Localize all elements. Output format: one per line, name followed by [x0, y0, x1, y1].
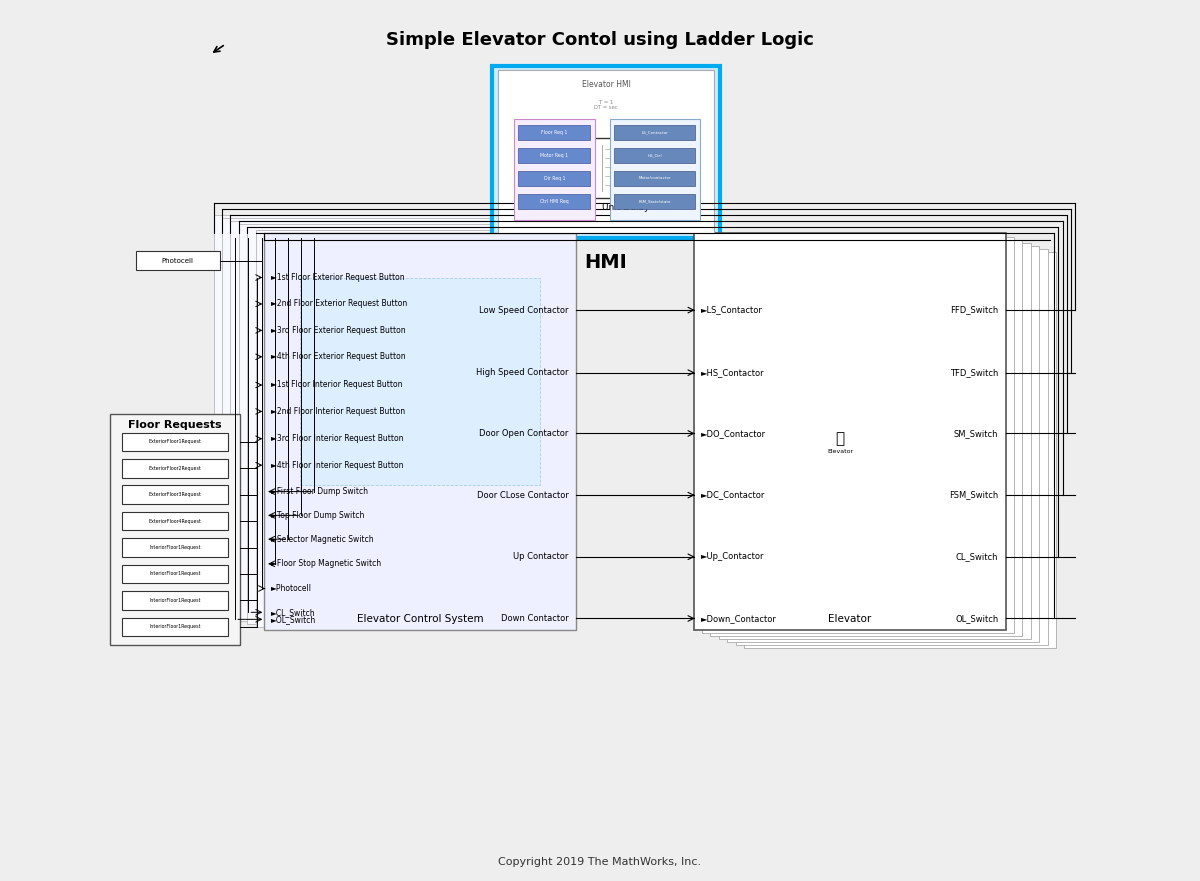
Text: ►OL_Switch: ►OL_Switch [271, 615, 317, 624]
Text: TFD_Switch: TFD_Switch [950, 368, 998, 377]
Bar [122, 565, 228, 583]
Bar [122, 459, 228, 478]
Bar [614, 194, 695, 209]
Text: InteriorFloor1Request: InteriorFloor1Request [150, 572, 200, 576]
Bar [610, 119, 700, 220]
Text: ►2nd Floor Interior Request Button: ►2nd Floor Interior Request Button [271, 407, 406, 416]
Text: ►Down_Contactor: ►Down_Contactor [701, 614, 776, 623]
Text: ►DC_Contactor: ►DC_Contactor [701, 491, 766, 500]
Text: FSM_Switch: FSM_Switch [949, 491, 998, 500]
Bar [122, 512, 228, 530]
Text: ExteriorFloor1Request: ExteriorFloor1Request [149, 440, 202, 444]
Bar [614, 171, 695, 186]
Text: Elevator: Elevator [827, 448, 853, 454]
Bar [518, 148, 590, 163]
Bar [492, 66, 720, 238]
Bar [498, 70, 714, 233]
Text: Floor Req 1: Floor Req 1 [541, 130, 568, 135]
Bar [122, 618, 228, 636]
Bar [264, 233, 576, 630]
Bar [239, 225, 551, 621]
Bar [744, 252, 1056, 648]
Text: ►Top Floor Dump Switch: ►Top Floor Dump Switch [271, 511, 365, 520]
Text: Motor Req 1: Motor Req 1 [540, 153, 569, 158]
Bar [518, 171, 590, 186]
Bar [518, 125, 590, 140]
Text: LS_Contactor: LS_Contactor [641, 130, 668, 135]
Text: Up Contactor: Up Contactor [514, 552, 569, 561]
Text: Low Speed Contactor: Low Speed Contactor [479, 306, 569, 315]
Text: CL_Switch: CL_Switch [956, 552, 998, 561]
Bar [230, 221, 542, 618]
Text: HS_Ctrl: HS_Ctrl [647, 153, 662, 158]
Text: ►LS_Contactor: ►LS_Contactor [701, 306, 763, 315]
Text: ►First Floor Dump Switch: ►First Floor Dump Switch [271, 487, 368, 496]
Text: ►CL_Switch: ►CL_Switch [271, 608, 316, 617]
Text: ►4th Floor Exterior Request Button: ►4th Floor Exterior Request Button [271, 352, 406, 361]
Bar [727, 246, 1039, 642]
Bar [518, 194, 590, 209]
Text: Motor/contactor: Motor/contactor [638, 176, 671, 181]
Text: InteriorFloor1Request: InteriorFloor1Request [150, 625, 200, 629]
Text: Floor Requests: Floor Requests [128, 419, 222, 430]
Text: ►1st Floor Interior Request Button: ►1st Floor Interior Request Button [271, 381, 403, 389]
Bar [594, 138, 656, 198]
Bar [136, 251, 220, 270]
Text: ►Photocell: ►Photocell [271, 584, 312, 593]
Bar [694, 233, 1006, 630]
Text: Door Open Contactor: Door Open Contactor [480, 429, 569, 438]
Text: ►2nd Floor Exterior Request Button: ►2nd Floor Exterior Request Button [271, 300, 408, 308]
Bar [122, 538, 228, 557]
Text: ►Selector Magnetic Switch: ►Selector Magnetic Switch [271, 535, 374, 544]
Text: FFD_Switch: FFD_Switch [950, 306, 998, 315]
Text: OL_Switch: OL_Switch [955, 614, 998, 623]
Text: SM_Switch: SM_Switch [954, 429, 998, 438]
Text: Dir Req 1: Dir Req 1 [544, 176, 565, 181]
Text: ►HS_Contactor: ►HS_Contactor [701, 368, 764, 377]
Text: ►DO_Contactor: ►DO_Contactor [701, 429, 766, 438]
Text: ►Up_Contactor: ►Up_Contactor [701, 552, 764, 561]
Bar [256, 230, 568, 627]
Text: Simple Elevator Contol using Ladder Logic: Simple Elevator Contol using Ladder Logi… [386, 31, 814, 48]
Text: ►3rd Floor Interior Request Button: ►3rd Floor Interior Request Button [271, 434, 403, 443]
Bar [710, 240, 1022, 636]
Bar [614, 125, 695, 140]
Text: Down Contactor: Down Contactor [502, 614, 569, 623]
Text: HMI: HMI [584, 253, 628, 272]
Bar [614, 148, 695, 163]
Bar [702, 236, 1014, 633]
Text: ExteriorFloor2Request: ExteriorFloor2Request [149, 466, 202, 470]
Bar [214, 215, 526, 611]
Bar [110, 414, 240, 645]
Text: Ctrl HMI Req: Ctrl HMI Req [540, 199, 569, 204]
Bar [300, 278, 540, 485]
Text: ►4th Floor Interior Request Button: ►4th Floor Interior Request Button [271, 461, 403, 470]
Text: InteriorFloor1Request: InteriorFloor1Request [150, 598, 200, 603]
Bar [514, 119, 595, 220]
Bar [122, 433, 228, 451]
Bar [122, 591, 228, 610]
Text: 🔥: 🔥 [835, 431, 845, 447]
Text: Photocell: Photocell [162, 258, 193, 263]
Text: ExteriorFloor3Request: ExteriorFloor3Request [149, 492, 202, 497]
Bar [719, 243, 1031, 640]
Text: High Speed Contactor: High Speed Contactor [476, 368, 569, 377]
Text: Unit Delay: Unit Delay [601, 203, 649, 211]
Bar [122, 485, 228, 504]
Bar [736, 248, 1048, 645]
Text: Copyright 2019 The MathWorks, Inc.: Copyright 2019 The MathWorks, Inc. [498, 856, 702, 867]
Text: Door CLose Contactor: Door CLose Contactor [476, 491, 569, 500]
Text: Elevator HMI: Elevator HMI [582, 80, 630, 89]
Bar [222, 218, 534, 615]
Text: T = 1
DT = sec: T = 1 DT = sec [594, 100, 618, 110]
Text: FSM_State/state: FSM_State/state [638, 199, 671, 204]
Text: InteriorFloor1Request: InteriorFloor1Request [150, 545, 200, 550]
Text: Elevator Control System: Elevator Control System [356, 614, 484, 625]
Bar [247, 227, 559, 624]
Text: Elevator: Elevator [828, 614, 871, 625]
Text: ►Floor Stop Magnetic Switch: ►Floor Stop Magnetic Switch [271, 559, 382, 568]
Text: ►1st Floor Exterior Request Button: ►1st Floor Exterior Request Button [271, 273, 404, 282]
Text: ►3rd Floor Exterior Request Button: ►3rd Floor Exterior Request Button [271, 326, 406, 335]
Text: ExteriorFloor4Request: ExteriorFloor4Request [149, 519, 202, 523]
